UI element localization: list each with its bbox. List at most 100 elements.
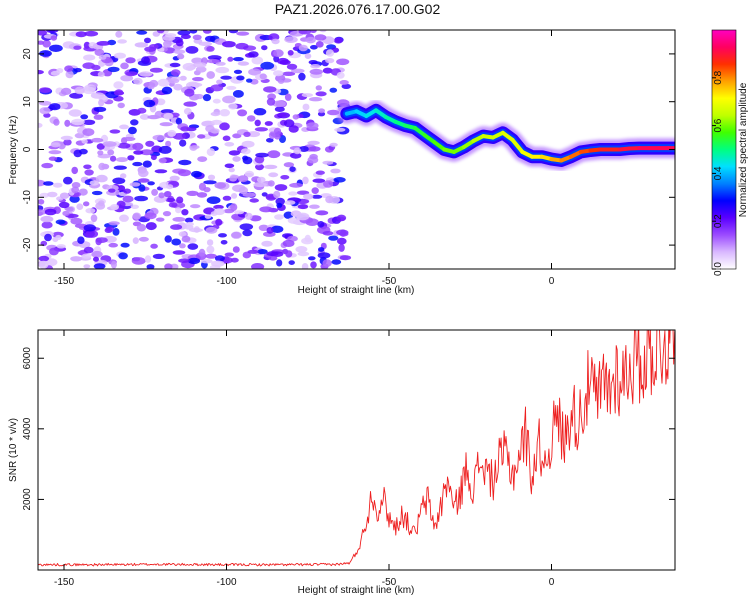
noise-blob (206, 196, 221, 204)
colorbar-tick-label: 0.4 (713, 166, 724, 180)
noise-blob (222, 41, 236, 48)
y-tick-label: -20 (22, 237, 33, 252)
noise-blob (133, 77, 143, 85)
noise-blob (186, 190, 199, 196)
noise-blob (301, 263, 309, 269)
noise-blob (319, 30, 327, 33)
noise-blob (150, 243, 158, 249)
noise-blob (170, 69, 181, 77)
noise-blob (242, 156, 253, 165)
noise-blob (167, 78, 180, 84)
noise-blob (140, 149, 154, 156)
noise-blob (46, 30, 59, 33)
noise-blob (43, 181, 54, 186)
noise-blob (38, 209, 47, 215)
y-tick-label: 2000 (22, 488, 33, 511)
noise-blob (297, 204, 309, 210)
snr-frame (37, 329, 676, 571)
noise-blob (298, 44, 308, 52)
noise-blob (69, 92, 83, 99)
noise-blob (224, 142, 235, 147)
noise-blob (70, 217, 83, 225)
noise-blob (42, 40, 51, 48)
noise-blob (206, 239, 214, 246)
noise-blob (236, 31, 250, 36)
x-tick-label: -100 (216, 577, 236, 588)
x-tick-label: 0 (549, 276, 555, 287)
noise-blob (259, 73, 267, 80)
noise-blob (305, 36, 316, 44)
noise-blob (73, 45, 82, 50)
noise-blob (175, 207, 182, 214)
noise-blob (180, 126, 190, 132)
noise-blob (141, 56, 150, 65)
noise-blob (105, 226, 115, 232)
noise-blob (107, 149, 115, 156)
noise-blob (239, 223, 254, 231)
noise-blob (286, 63, 298, 70)
noise-blob (207, 174, 216, 181)
noise-blob (68, 109, 82, 117)
noise-blob (38, 179, 46, 187)
y-tick-label: -10 (22, 190, 33, 205)
noise-blob (325, 58, 335, 64)
noise-blob (178, 231, 187, 237)
noise-blob (112, 228, 120, 236)
noise-blob (83, 164, 92, 170)
noise-blob (120, 62, 129, 70)
noise-blob (215, 218, 223, 226)
noise-blob (235, 42, 249, 50)
noise-blob (205, 125, 215, 133)
noise-blob (329, 87, 338, 93)
noise-blob (266, 138, 274, 143)
noise-blob (222, 195, 232, 201)
noise-blob (158, 157, 167, 164)
noise-blob (223, 208, 235, 214)
noise-blob (77, 236, 85, 244)
noise-blob (185, 46, 199, 54)
noise-blob (115, 30, 123, 38)
noise-blob (287, 217, 300, 224)
noise-blob (108, 188, 116, 193)
noise-blob (179, 75, 187, 81)
noise-blob (112, 177, 126, 185)
noise-blob (284, 36, 298, 43)
noise-blob (240, 148, 251, 155)
noise-blob (127, 126, 137, 135)
noise-blob (304, 53, 312, 59)
noise-blob (263, 86, 277, 93)
noise-blob (163, 191, 172, 198)
noise-blob (185, 221, 194, 227)
noise-blob (315, 210, 329, 216)
noise-blob (130, 119, 139, 126)
noise-blob (75, 31, 87, 38)
noise-blob (289, 182, 303, 188)
noise-blob (161, 86, 173, 95)
noise-blob (310, 63, 321, 69)
noise-blob (327, 109, 340, 116)
noise-blob (165, 197, 176, 203)
noise-blob (255, 163, 264, 171)
noise-blob (187, 257, 201, 265)
noise-blob (310, 261, 317, 269)
noise-blob (165, 140, 172, 148)
noise-blob (222, 135, 231, 142)
noise-blob (213, 204, 224, 210)
noise-blob (204, 35, 216, 42)
noise-blob (248, 68, 262, 76)
noise-blob (177, 169, 192, 177)
noise-blob (95, 237, 102, 246)
noise-blob (39, 192, 50, 198)
noise-blob (178, 258, 190, 263)
ridge-segment (422, 133, 437, 145)
noise-blob (308, 60, 318, 65)
noise-blob (138, 184, 146, 192)
noise-blob (120, 173, 127, 179)
noise-blob (206, 148, 216, 157)
colorbar-tick-label: 0.6 (713, 118, 724, 132)
noise-blob (83, 224, 97, 232)
noise-blob (338, 243, 345, 252)
noise-blob (49, 247, 59, 256)
noise-blob (137, 178, 150, 183)
noise-blob (296, 212, 310, 221)
